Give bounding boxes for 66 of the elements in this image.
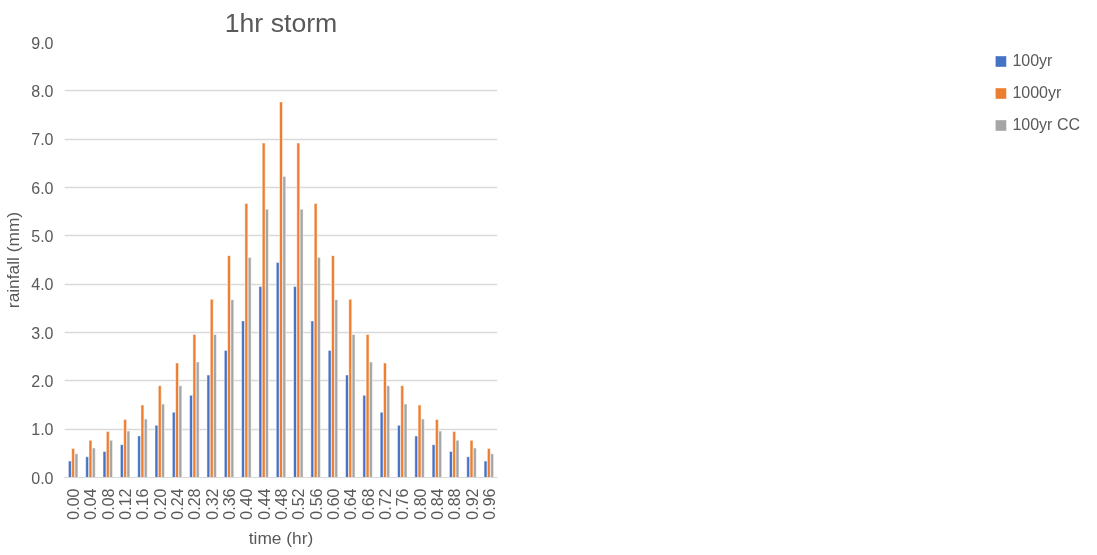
y-tick-label: 3.0 xyxy=(31,324,54,342)
bar xyxy=(158,385,162,478)
y-tick-label: 6.0 xyxy=(31,179,54,197)
x-tick-label: 0.56 xyxy=(307,488,325,520)
bar xyxy=(487,448,491,478)
x-tick-label: 0.48 xyxy=(273,488,290,520)
x-tick-label: 0.40 xyxy=(238,488,256,520)
legend-label: 100yr CC xyxy=(1012,116,1080,134)
y-tick-label: 7.0 xyxy=(31,131,54,149)
bar xyxy=(383,362,387,478)
bar xyxy=(331,255,335,478)
bar xyxy=(296,142,301,478)
x-axis-title: time (hr) xyxy=(248,527,314,548)
x-tick-label: 0.88 xyxy=(446,488,464,520)
bar xyxy=(435,419,439,478)
x-tick-label: 0.92 xyxy=(463,488,481,520)
bar xyxy=(348,298,352,478)
x-tick-label: 0.96 xyxy=(480,488,498,520)
x-tick-label: 0.04 xyxy=(82,488,100,520)
legend-label: 100yr xyxy=(1012,52,1053,70)
bar xyxy=(313,203,318,478)
x-tick-label: 0.60 xyxy=(324,488,342,520)
x-tick-label: 0.36 xyxy=(221,488,239,520)
bar xyxy=(279,101,283,478)
y-tick-label: 4.0 xyxy=(31,276,54,294)
x-tick-label: 0.28 xyxy=(186,488,204,520)
x-tick-label: 0.80 xyxy=(411,488,429,520)
bar xyxy=(123,419,127,478)
bar xyxy=(175,362,179,478)
x-tick-label: 0.08 xyxy=(99,488,117,520)
y-axis-title: rainfall (mm) xyxy=(3,211,24,309)
x-tick-label: 0.20 xyxy=(151,488,169,520)
bar xyxy=(210,298,214,478)
bar xyxy=(400,385,404,478)
x-tick-label: 0.52 xyxy=(290,488,308,520)
bar xyxy=(106,431,110,478)
y-tick-label: 2.0 xyxy=(31,372,54,390)
y-tick-label: 1.0 xyxy=(31,421,54,439)
x-tick-label: 0.76 xyxy=(394,488,412,520)
x-tick-label: 0.72 xyxy=(376,488,394,520)
y-tick-label: 5.0 xyxy=(31,227,54,245)
x-tick-label: 0.16 xyxy=(134,488,152,520)
x-tick-label: 0.64 xyxy=(342,488,360,520)
y-tick-label: 8.0 xyxy=(31,82,54,100)
x-tick-label: 0.32 xyxy=(203,488,221,520)
chart-title: 1hr storm xyxy=(224,7,338,38)
x-tick-label: 0.44 xyxy=(255,488,273,520)
bar xyxy=(365,334,370,478)
y-tick-label: 9.0 xyxy=(31,34,54,52)
bar xyxy=(417,404,422,478)
bar xyxy=(261,142,266,478)
bar xyxy=(452,431,456,478)
x-tick-label: 0.12 xyxy=(117,488,135,520)
x-tick-label: 0.68 xyxy=(359,488,377,520)
bar xyxy=(469,440,474,478)
x-tick-label: 0.24 xyxy=(169,488,187,520)
bar xyxy=(140,404,145,478)
legend-label: 1000yr xyxy=(1012,84,1062,102)
y-tick-label: 0.0 xyxy=(31,469,54,487)
bar xyxy=(71,448,75,478)
x-tick-label: 0.84 xyxy=(428,488,446,520)
bar xyxy=(227,255,231,478)
bar xyxy=(244,203,249,478)
bar xyxy=(88,440,93,478)
bar xyxy=(192,334,197,478)
x-tick-label: 0.00 xyxy=(65,488,83,520)
